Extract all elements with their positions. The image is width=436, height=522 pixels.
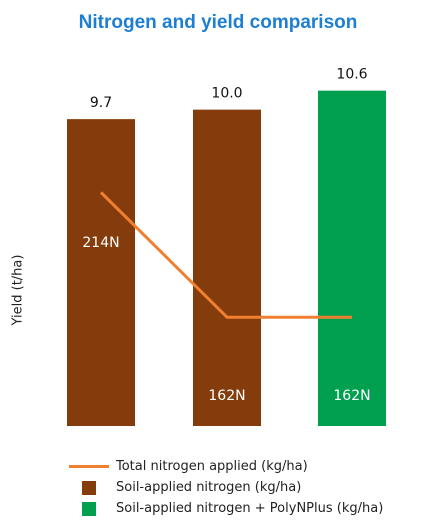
legend-label: Total nitrogen applied (kg/ha) bbox=[116, 459, 308, 474]
nitrogen-label: 162N bbox=[208, 388, 245, 404]
bar-value-label: 10.6 bbox=[336, 67, 367, 83]
bar-value-label: 10.0 bbox=[211, 86, 242, 102]
nitrogen-line bbox=[99, 191, 352, 319]
legend-label: Soil-applied nitrogen + PolyNPlus (kg/ha… bbox=[116, 501, 384, 516]
bar-value-label: 9.7 bbox=[90, 95, 112, 111]
legend-square-swatch bbox=[82, 501, 96, 516]
nitrogen-label: 162N bbox=[333, 388, 370, 404]
chart-plot-area: 9.7 10.0 10.6 214N 162N 162N bbox=[67, 67, 386, 427]
legend-item-polynplus: Soil-applied nitrogen + PolyNPlus (kg/ha… bbox=[68, 498, 383, 519]
legend-square-swatch bbox=[82, 480, 96, 495]
legend-item-soil: Soil-applied nitrogen (kg/ha) bbox=[68, 477, 383, 498]
legend-label: Soil-applied nitrogen (kg/ha) bbox=[116, 480, 302, 495]
chart-title: Nitrogen and yield comparison bbox=[78, 12, 358, 33]
bar bbox=[318, 90, 386, 427]
nitrogen-label: 214N bbox=[82, 235, 119, 251]
legend-line-swatch bbox=[69, 465, 109, 468]
bar bbox=[67, 119, 135, 427]
legend-item-line: Total nitrogen applied (kg/ha) bbox=[68, 456, 383, 477]
legend: Total nitrogen applied (kg/ha) Soil-appl… bbox=[68, 456, 383, 519]
bar bbox=[193, 109, 261, 427]
